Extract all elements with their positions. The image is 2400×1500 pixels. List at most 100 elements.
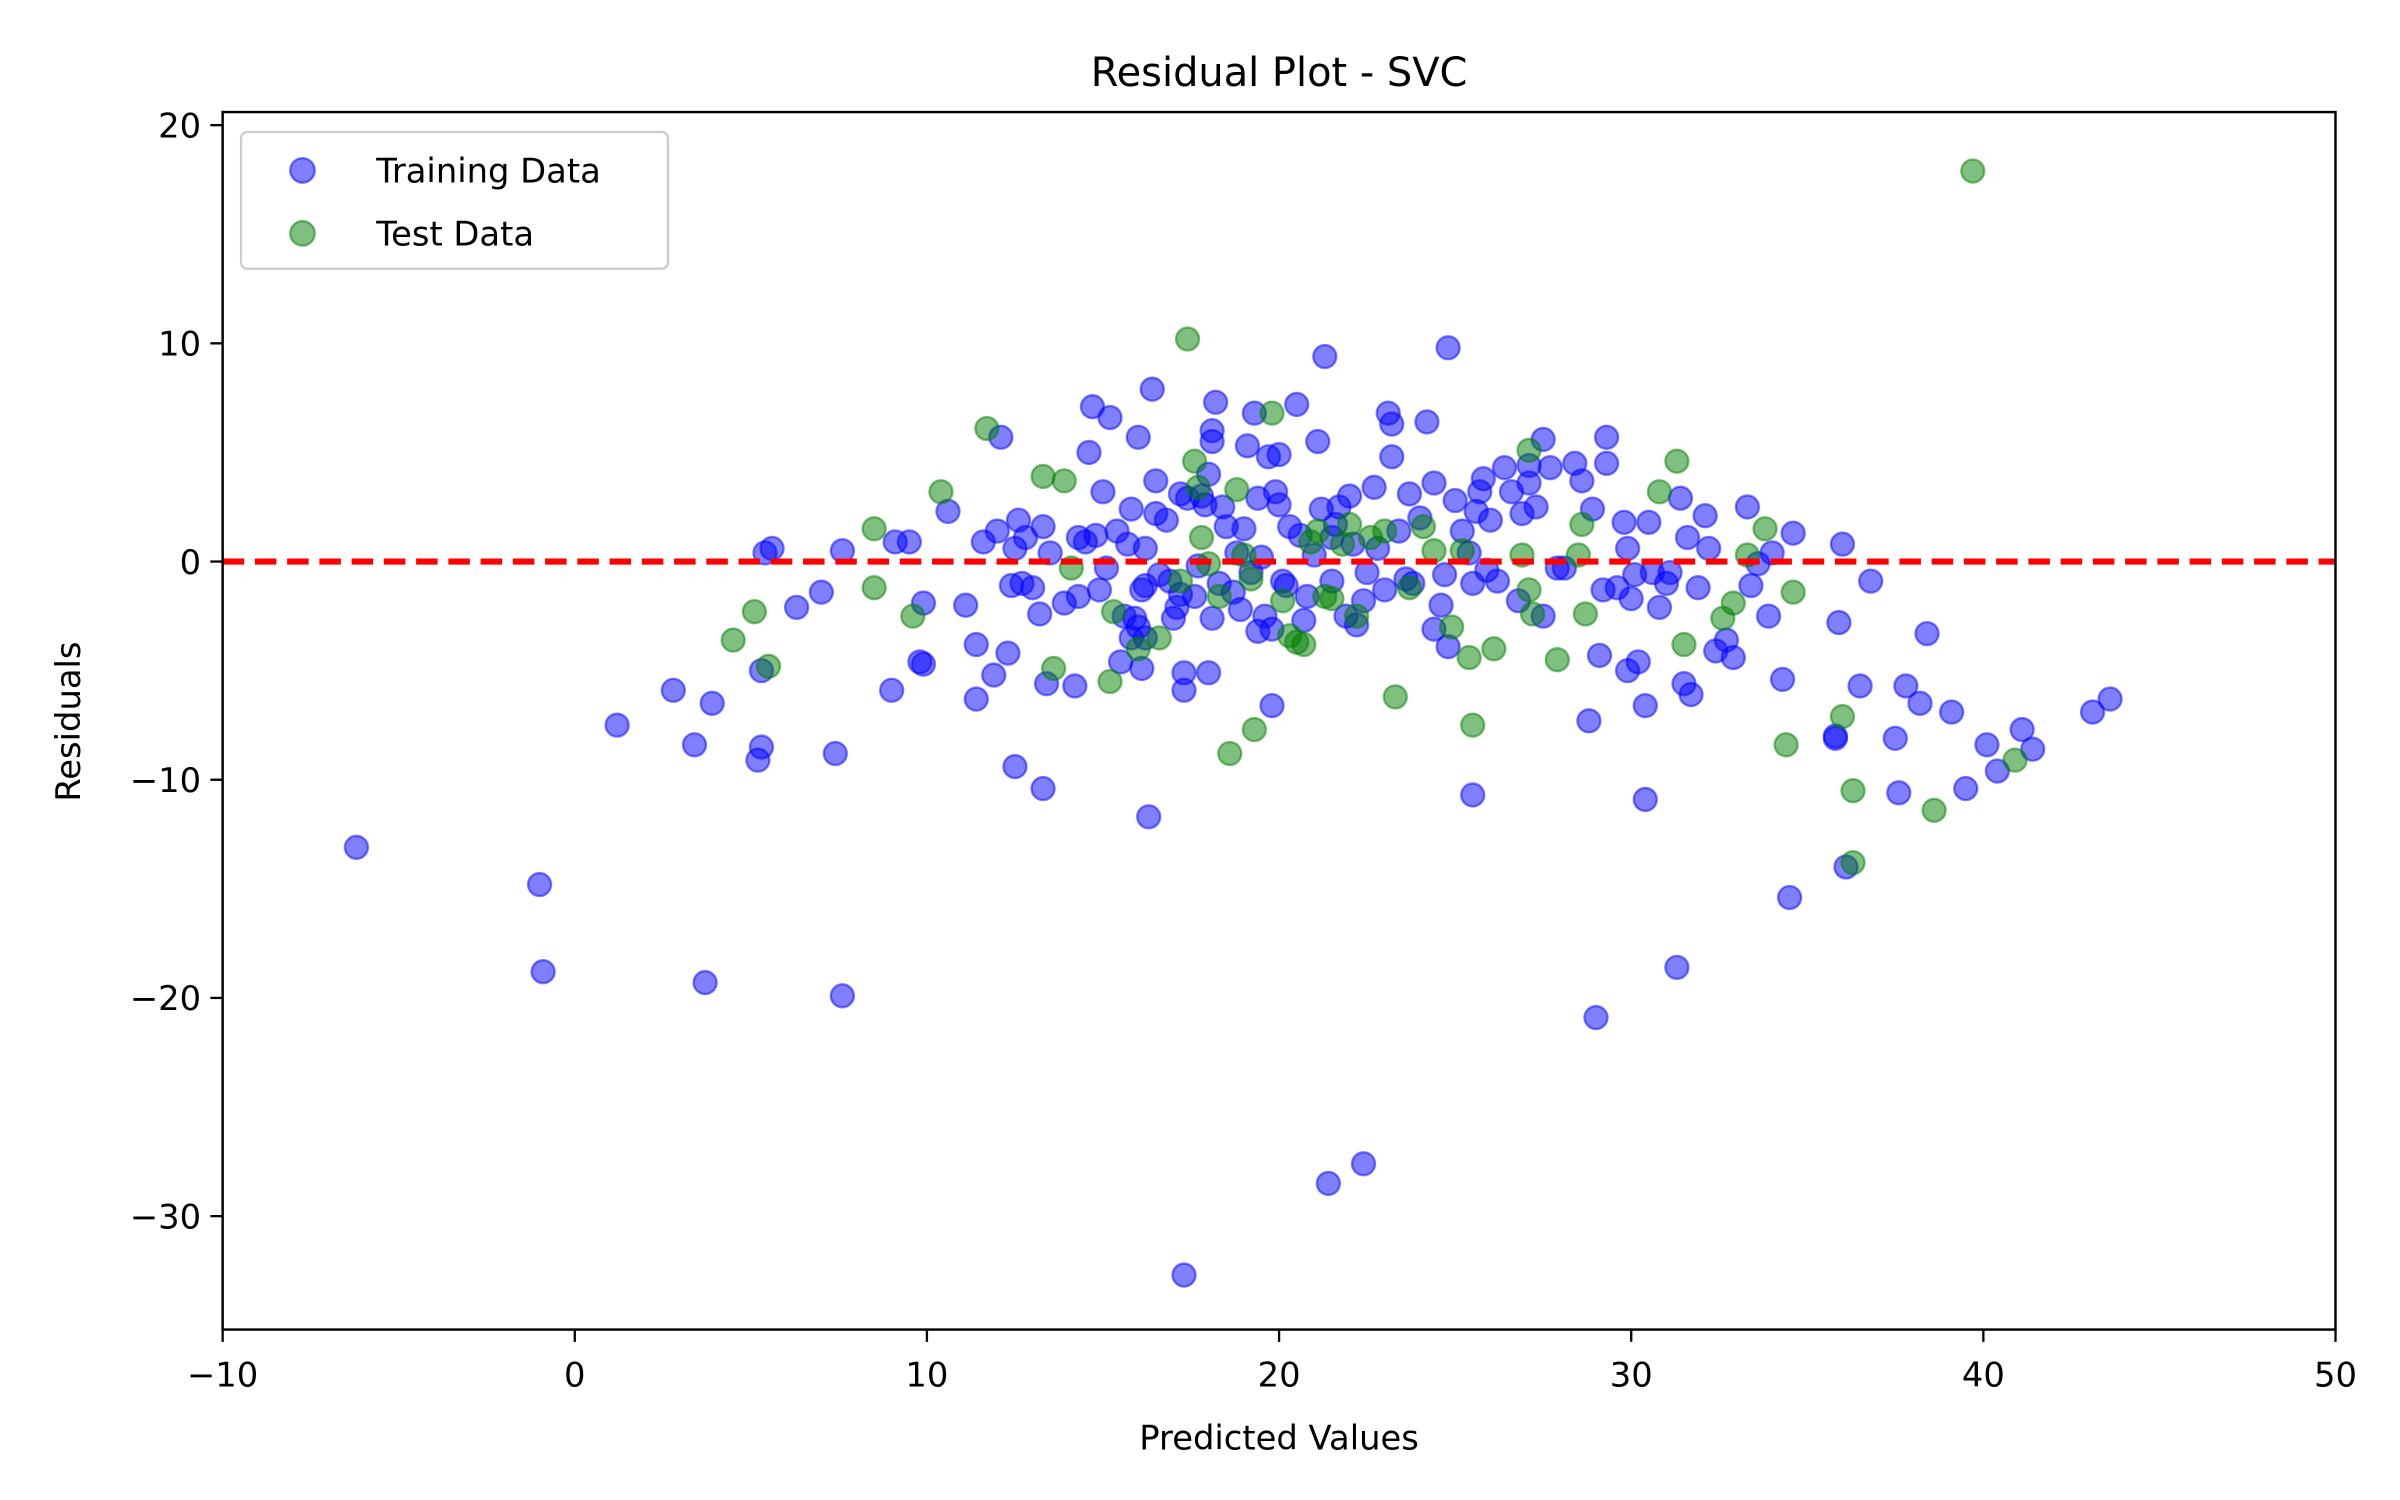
scatter-point: [1516, 437, 1542, 463]
scatter-point: [1343, 603, 1370, 629]
scatter-point: [1202, 389, 1229, 415]
scatter-point: [984, 518, 1010, 544]
scatter-point: [1696, 535, 1722, 562]
scatter-point: [1858, 568, 1884, 594]
scatter-point: [1491, 454, 1518, 481]
scatter-point: [526, 871, 553, 898]
scatter-point: [1319, 585, 1345, 612]
y-tick-label: −30: [130, 1197, 201, 1236]
scatter-point: [783, 594, 810, 621]
scatter-point: [1572, 601, 1599, 627]
scatter-point: [861, 516, 887, 542]
scatter-point: [1040, 655, 1067, 682]
scatter-point: [1671, 631, 1697, 658]
scatter-point: [1460, 712, 1486, 738]
scatter-point: [1470, 466, 1496, 492]
scatter-point: [1266, 492, 1292, 518]
scatter-point: [1336, 511, 1363, 538]
scatter-point: [1185, 474, 1211, 500]
scatter-point: [1484, 568, 1511, 594]
scatter-point: [1305, 428, 1331, 455]
scatter-point: [1171, 1262, 1197, 1288]
scatter-point: [1118, 496, 1144, 522]
scatter-point: [1569, 511, 1595, 538]
scatter-point: [1829, 531, 1856, 557]
scatter-point: [1618, 585, 1644, 612]
scatter-point: [1720, 644, 1746, 671]
scatter-point: [530, 959, 556, 985]
scatter-point: [1516, 577, 1542, 603]
scatter-point: [755, 653, 782, 679]
scatter-point: [1269, 588, 1296, 614]
scatter-point: [699, 690, 725, 716]
legend: Training Data Test Data: [239, 130, 670, 270]
scatter-point: [1305, 518, 1331, 544]
scatter-point: [1231, 516, 1257, 542]
scatter-point: [808, 579, 835, 605]
scatter-point: [1125, 636, 1151, 662]
scatter-point: [1523, 494, 1549, 520]
scatter-point: [1646, 594, 1673, 621]
scatter-point: [1312, 343, 1338, 370]
scatter-point: [829, 983, 856, 1009]
scatter-point: [1065, 583, 1092, 610]
scatter-point: [1847, 673, 1873, 699]
scatter-point: [1136, 804, 1162, 830]
scatter-point: [1167, 568, 1194, 594]
scatter-point: [1030, 513, 1056, 540]
y-axis-label: Residuals: [49, 641, 88, 801]
scatter-point: [1938, 699, 1965, 725]
scatter-point: [1569, 468, 1595, 494]
scatter-point: [1171, 677, 1197, 703]
scatter-point: [1125, 424, 1151, 450]
scatter-point: [1086, 577, 1113, 603]
scatter-point: [1224, 476, 1250, 503]
scatter-point: [1051, 468, 1077, 494]
scatter-point: [1143, 468, 1169, 494]
x-axis: −10 0 10 20 30 40 50: [187, 1329, 2357, 1394]
scatter-point: [1667, 485, 1694, 511]
scatter-point: [1576, 708, 1602, 734]
scatter-point: [1674, 524, 1701, 551]
scatter-point: [2002, 747, 2028, 773]
y-tick-label: 0: [180, 543, 201, 582]
scatter-point: [1090, 479, 1116, 505]
scatter-point: [1350, 1151, 1377, 1177]
scatter-point: [1625, 649, 1651, 675]
scatter-point: [1664, 954, 1690, 981]
scatter-point: [1738, 572, 1764, 599]
scatter-point: [1456, 644, 1482, 671]
scatter-point: [1907, 690, 1933, 716]
scatter-point: [1259, 400, 1285, 426]
scatter-point: [741, 598, 768, 625]
scatter-point: [1974, 732, 2000, 758]
scatter-point: [1062, 673, 1088, 699]
scatter-point: [1632, 692, 1658, 719]
scatter-point: [1685, 575, 1711, 601]
scatter-point: [1776, 884, 1803, 911]
x-tick-label: 0: [564, 1355, 585, 1394]
scatter-point: [1199, 417, 1225, 444]
scatter-point: [861, 575, 887, 601]
scatter-point: [2009, 716, 2035, 743]
scatter-point: [720, 627, 746, 653]
x-tick-label: 20: [1258, 1355, 1301, 1394]
scatter-point: [1227, 596, 1254, 623]
y-tick-label: −20: [130, 979, 201, 1018]
x-axis-label: Predicted Values: [1139, 1418, 1419, 1457]
scatter-point: [995, 640, 1021, 666]
scatter-point: [974, 415, 1000, 442]
scatter-point: [1372, 577, 1398, 603]
scatter-point: [660, 677, 686, 703]
scatter-point: [822, 740, 848, 767]
scatter-point: [1315, 1170, 1342, 1197]
scatter-point: [1019, 575, 1046, 601]
scatter-point: [1291, 631, 1317, 658]
scatter-point: [1181, 583, 1208, 610]
scatter-point: [1002, 753, 1028, 780]
scatter-point: [1614, 535, 1641, 562]
scatter-point: [1953, 775, 1979, 802]
scatter-point: [1217, 740, 1243, 767]
